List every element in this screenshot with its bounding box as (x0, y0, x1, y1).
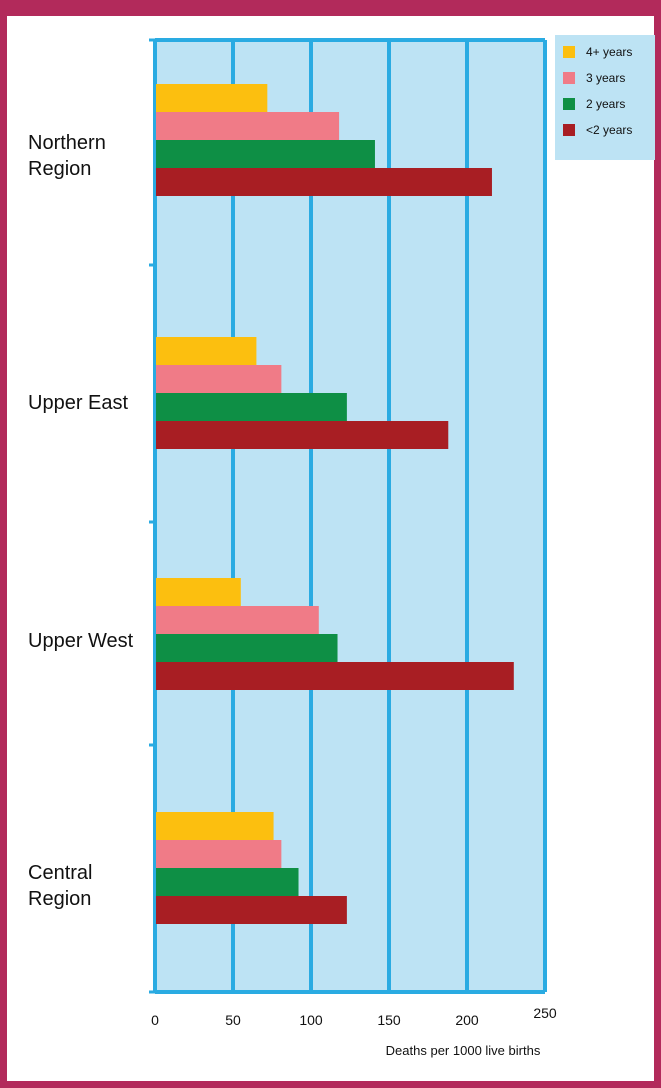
bar (156, 868, 299, 896)
bar (156, 168, 492, 196)
grid-lines (153, 38, 547, 994)
bar (156, 578, 241, 606)
bar (156, 606, 319, 634)
category-label: Upper West (28, 630, 134, 652)
bar (156, 365, 282, 393)
x-tick-label: 250 (533, 1005, 557, 1021)
legend-swatch (563, 124, 575, 136)
legend-label: <2 years (586, 123, 632, 137)
bar (156, 634, 338, 662)
legend-swatch (563, 46, 575, 58)
legend-label: 2 years (586, 97, 625, 111)
legend-label: 4+ years (586, 45, 632, 59)
bar (156, 840, 282, 868)
x-tick-label: 50 (225, 1012, 241, 1028)
bar (156, 84, 268, 112)
bars (156, 84, 514, 924)
bar (156, 140, 375, 168)
bar (156, 337, 257, 365)
x-axis-title: Deaths per 1000 live births (386, 1043, 541, 1058)
x-axis-tick-labels: 0 50 100 150 200 250 (151, 1005, 557, 1028)
category-label: Central Region (28, 862, 93, 910)
bar (156, 112, 340, 140)
bar (156, 812, 274, 840)
x-tick-label: 200 (455, 1012, 479, 1028)
bar (156, 662, 514, 690)
bar (156, 896, 347, 924)
legend-swatch (563, 72, 575, 84)
legend-swatch (563, 98, 575, 110)
x-tick-label: 150 (377, 1012, 401, 1028)
legend-label: 3 years (586, 71, 625, 85)
bar (156, 421, 449, 449)
category-label: Upper East (28, 392, 129, 414)
y-axis-ticks (149, 38, 155, 994)
bar (156, 393, 347, 421)
legend: 4+ years 3 years 2 years <2 years (555, 35, 655, 160)
x-tick-label: 0 (151, 1012, 159, 1028)
x-tick-label: 100 (299, 1012, 323, 1028)
category-label: Northern Region (28, 132, 106, 180)
